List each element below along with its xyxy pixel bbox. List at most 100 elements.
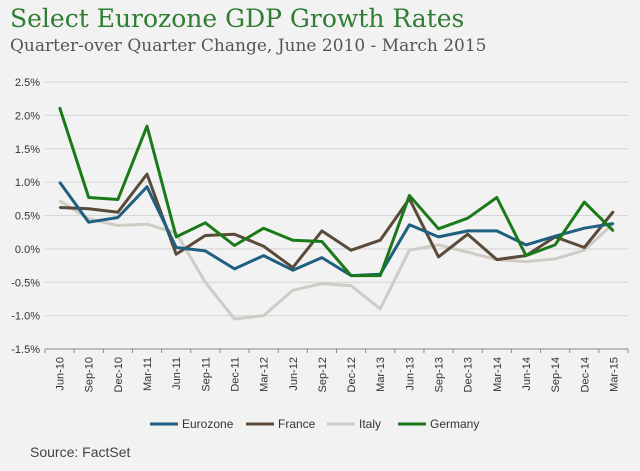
data-point-germany [496,196,498,199]
data-point-france [321,230,323,232]
data-point-eurozone [408,224,411,226]
data-point-germany [321,240,323,243]
data-point-eurozone [233,268,236,270]
series-line-italy [58,199,615,321]
x-tick-label: Dec-14 [579,357,591,392]
x-tick-label: Sep-10 [84,357,96,392]
data-point-eurozone [583,227,586,229]
data-point-france [466,233,469,235]
data-point-eurozone [466,230,469,232]
data-point-france [87,208,90,210]
data-point-germany [58,106,61,109]
data-point-france [583,246,586,249]
plot-area [58,106,615,321]
data-point-france [262,245,265,248]
data-point-eurozone [437,236,440,238]
data-point-germany [583,201,586,203]
x-tick-label: Mar-15 [608,357,620,392]
y-tick-label: 1.0% [15,177,40,189]
data-point-france [58,206,61,209]
series-line-germany [58,106,615,278]
series-line-france [59,172,615,270]
data-point-eurozone [175,246,177,249]
data-point-italy [233,318,236,320]
data-point-italy [437,244,440,246]
data-point-germany [466,217,469,219]
y-axis: -1.5% -1.0% -0.5% 0.0% 0.5% 1.0% 1.5% 2.0% 2.5% [11,77,40,356]
data-point-eurozone [204,250,207,252]
x-tick-label: Mar-12 [259,357,271,392]
data-point-germany [175,236,177,238]
data-point-france [117,211,119,213]
data-point-eurozone [58,181,61,183]
data-point-germany [525,254,527,257]
data-point-eurozone [525,244,527,246]
x-tick-label: Mar-11 [142,357,154,391]
legend-label-eurozone: Eurozone [182,417,234,431]
x-tick-label: Sep-13 [434,357,446,392]
data-point-italy [117,224,119,227]
x-tick-label: Jun-10 [55,357,67,391]
data-point-france [437,256,440,258]
data-point-germany [408,194,411,197]
x-tick-label: Sep-14 [550,357,562,392]
x-tick-label: Jun-13 [404,357,416,391]
data-point-germany [233,244,236,247]
data-point-italy [466,251,469,254]
x-tick-label: Dec-13 [463,357,475,392]
data-point-eurozone [87,221,90,223]
data-point-italy [408,249,411,252]
data-point-italy [379,308,382,310]
y-tick-label: 0.0% [15,244,40,256]
data-point-france [204,234,207,237]
x-tick-label: Mar-14 [492,357,504,392]
data-point-france [291,266,294,269]
data-point-germany [117,198,119,201]
data-point-germany [204,222,207,224]
y-tick-label: 2.5% [15,77,40,89]
data-point-france [496,258,498,261]
y-tick-label: 0.5% [15,211,40,223]
data-point-france [233,233,236,235]
x-tick-label: Sep-11 [200,357,212,392]
data-point-italy [525,260,527,263]
data-point-eurozone [496,230,498,232]
data-point-france [350,249,352,252]
data-point-france [379,239,382,241]
data-point-eurozone [554,235,556,237]
data-point-italy [350,284,352,287]
legend-label-france: France [278,417,316,431]
data-point-germany [554,244,556,246]
x-tick-label: Sep-12 [317,357,329,392]
data-point-italy [321,282,323,285]
grid-lines [45,81,628,350]
data-point-eurozone [291,269,294,272]
data-point-germany [612,230,615,232]
legend: Eurozone France Italy Germany [150,417,479,431]
x-tick-label: Mar-13 [375,357,387,392]
data-point-italy [554,258,556,260]
chart-title: Select Eurozone GDP Growth Rates [10,4,465,33]
data-point-germany [146,125,148,127]
x-tick-label: Jun-12 [288,357,300,391]
y-tick-label: -1.0% [11,311,40,323]
y-tick-label: -0.5% [11,277,40,289]
x-tick-label: Jun-11 [171,357,183,390]
data-point-france [175,253,177,256]
x-tick-label: Dec-10 [113,357,125,392]
data-point-germany [87,196,90,199]
data-point-italy [583,249,586,252]
data-point-eurozone [321,256,323,259]
data-point-eurozone [117,216,119,219]
x-tick-label: Jun-14 [521,357,533,391]
source-note: Source: FactSet [30,444,131,460]
data-point-germany [379,274,382,277]
data-point-italy [146,223,148,225]
y-tick-label: -1.5% [11,344,40,356]
data-point-eurozone [612,222,615,225]
series-line-eurozone [58,181,614,278]
data-point-germany [262,227,265,229]
data-point-italy [204,281,207,284]
data-point-eurozone [262,254,265,257]
